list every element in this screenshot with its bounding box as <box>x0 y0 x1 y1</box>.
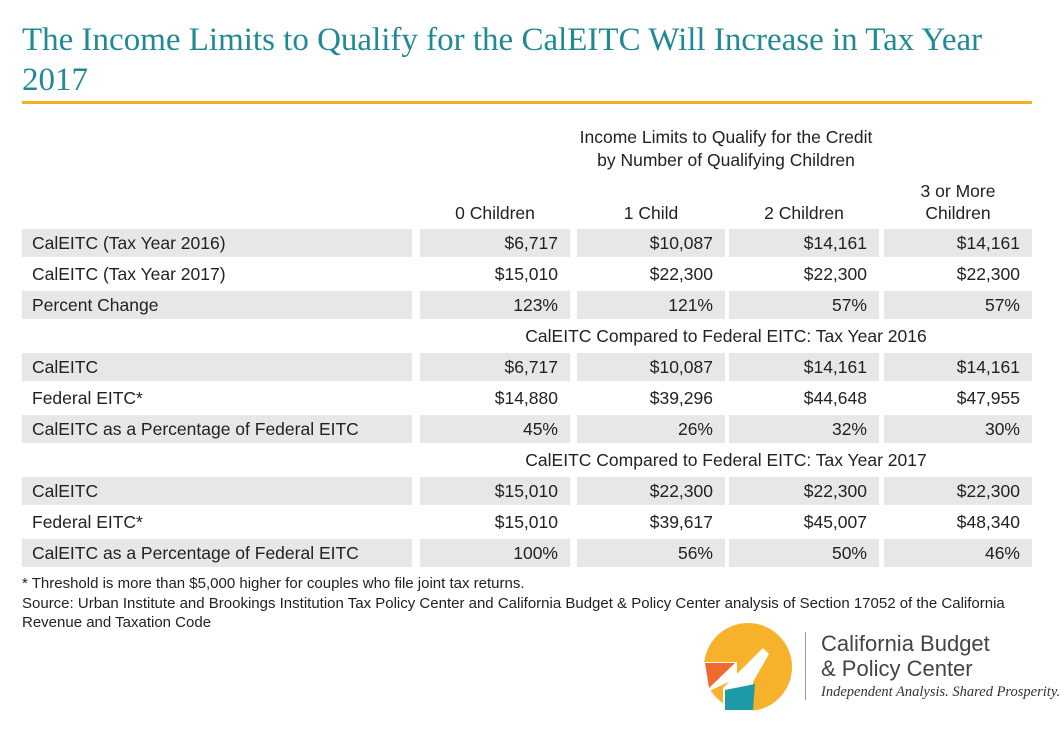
cell-value: $22,300 <box>729 477 879 505</box>
cell-value: 46% <box>884 539 1032 567</box>
cell-value: $48,340 <box>956 512 1020 532</box>
table-row: Percent Change 123% 121% 57% 57% <box>22 291 1032 319</box>
logo-divider <box>805 632 806 700</box>
table-row: CalEITC (Tax Year 2016) $6,717 $10,087 $… <box>22 229 1032 257</box>
cell-value: 50% <box>729 539 879 567</box>
cell-value: 26% <box>577 415 725 443</box>
cell-value: 56% <box>577 539 725 567</box>
logo-wordmark: California Budget & Policy Center <box>821 631 990 681</box>
cell-value: $22,300 <box>803 264 867 284</box>
cell-value: $39,296 <box>649 388 713 408</box>
cell-value: $22,300 <box>649 264 713 284</box>
cell-value: 45% <box>420 415 570 443</box>
cell-value: 121% <box>577 291 725 319</box>
source-note: Source: Urban Institute and Brookings In… <box>22 595 1005 631</box>
cell-value: $15,010 <box>494 264 558 284</box>
cell-value: 57% <box>884 291 1032 319</box>
row-label: CalEITC <box>22 477 412 505</box>
logo-teal-arrow-shape <box>725 684 755 710</box>
group-header: Income Limits to Qualify for the Credit … <box>420 126 1032 172</box>
row-label: Federal EITC* <box>32 388 143 408</box>
section-heading-2016: CalEITC Compared to Federal EITC: Tax Ye… <box>525 326 927 346</box>
cell-value: $6,717 <box>420 229 570 257</box>
table-row: Federal EITC* $15,010 $39,617 $45,007 $4… <box>22 508 1032 536</box>
row-label: CalEITC as a Percentage of Federal EITC <box>22 415 412 443</box>
row-label: CalEITC as a Percentage of Federal EITC <box>22 539 412 567</box>
table-row: CalEITC as a Percentage of Federal EITC … <box>22 415 1032 443</box>
cell-value: $10,087 <box>577 229 725 257</box>
section-heading-2017: CalEITC Compared to Federal EITC: Tax Ye… <box>525 450 927 470</box>
cell-value: $14,880 <box>494 388 558 408</box>
group-header-line1: Income Limits to Qualify for the Credit <box>579 127 873 147</box>
logo-tagline: Independent Analysis. Shared Prosperity. <box>821 684 1061 700</box>
cell-value: 30% <box>884 415 1032 443</box>
cell-value: $39,617 <box>649 512 713 532</box>
cell-value: $14,161 <box>729 229 879 257</box>
table-row: CalEITC $6,717 $10,087 $14,161 $14,161 <box>22 353 1032 381</box>
cell-value: $14,161 <box>729 353 879 381</box>
table-row: Federal EITC* $14,880 $39,296 $44,648 $4… <box>22 384 1032 412</box>
cell-value: 32% <box>729 415 879 443</box>
column-header-3-or-more-children: 3 or More Children <box>920 181 996 223</box>
cell-value: 57% <box>729 291 879 319</box>
table-row: CalEITC (Tax Year 2017) $15,010 $22,300 … <box>22 260 1032 288</box>
column-header-1-child: 1 Child <box>623 203 679 223</box>
cell-value: $6,717 <box>420 353 570 381</box>
title-underline <box>22 101 1032 104</box>
cell-value: 123% <box>420 291 570 319</box>
column-header-2-children: 2 Children <box>764 203 844 223</box>
cell-value: $14,161 <box>884 353 1032 381</box>
logo-orange-arrow-shape <box>705 663 735 688</box>
cell-value: $15,010 <box>420 477 570 505</box>
row-label: CalEITC (Tax Year 2017) <box>32 264 226 284</box>
cell-value: $22,300 <box>577 477 725 505</box>
row-label: Percent Change <box>22 291 412 319</box>
cell-value: $14,161 <box>884 229 1032 257</box>
cell-value: $44,648 <box>803 388 867 408</box>
column-header-0-children: 0 Children <box>455 203 535 223</box>
row-label: Federal EITC* <box>32 512 143 532</box>
cell-value: $15,010 <box>494 512 558 532</box>
row-label: CalEITC (Tax Year 2016) <box>22 229 412 257</box>
cell-value: $45,007 <box>803 512 867 532</box>
table-row: CalEITC as a Percentage of Federal EITC … <box>22 539 1032 567</box>
group-header-line2: by Number of Qualifying Children <box>597 150 855 170</box>
cell-value: 100% <box>420 539 570 567</box>
table-row: CalEITC $15,010 $22,300 $22,300 $22,300 <box>22 477 1032 505</box>
table-notes: * Threshold is more than $5,000 higher f… <box>22 574 1032 632</box>
cbpc-logo-icon <box>703 623 792 712</box>
cell-value: $10,087 <box>577 353 725 381</box>
cell-value: $47,955 <box>956 388 1020 408</box>
cell-value: $22,300 <box>956 264 1020 284</box>
cell-value: $22,300 <box>884 477 1032 505</box>
row-label: CalEITC <box>22 353 412 381</box>
footnote: * Threshold is more than $5,000 higher f… <box>22 575 525 592</box>
page-title: The Income Limits to Qualify for the Cal… <box>22 22 983 98</box>
